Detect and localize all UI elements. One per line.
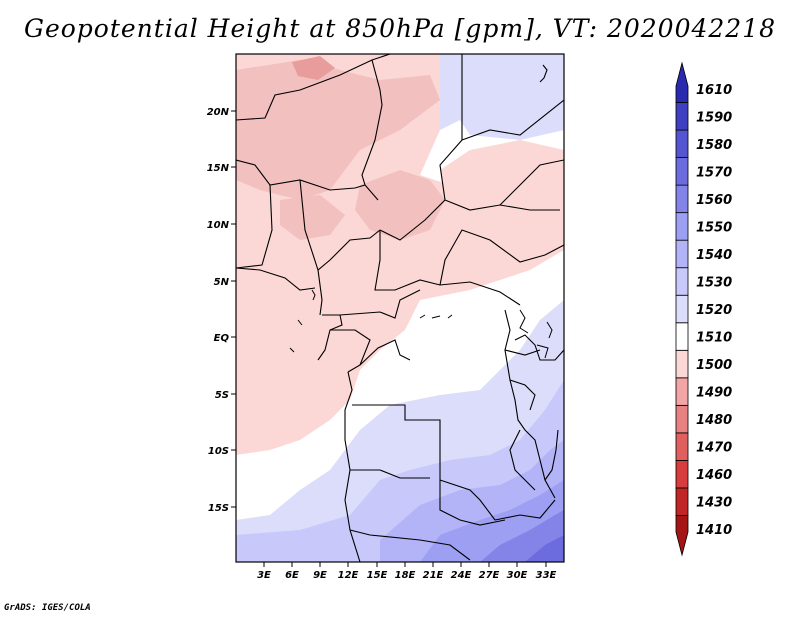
contour-1500-east [440, 140, 564, 260]
colorbar-label: 1520 [696, 303, 732, 318]
lat-axis: 20N 15N 10N 5N EQ 5S 10S 15S [207, 107, 236, 514]
lon-label: 27E [479, 570, 500, 581]
height-field [236, 54, 564, 562]
colorbar-label: 1590 [696, 110, 732, 125]
lat-label: 20N [207, 107, 230, 118]
borders [236, 54, 564, 562]
colorbar-swatch [675, 267, 689, 296]
colorbar-label: 1560 [696, 193, 732, 208]
colorbar-swatch [675, 487, 689, 516]
colorbar-swatch [675, 349, 689, 379]
colorbar-label: 1470 [696, 441, 732, 456]
lat-label: 15N [207, 163, 230, 174]
lon-label: 24E [451, 570, 472, 581]
lat-label: 5N [214, 277, 230, 288]
colorbar: 1410 1430 1460 1470 1480 1490 1500 1510 1520 1530… [675, 61, 732, 557]
colorbar-swatch [675, 377, 689, 406]
lat-label: EQ [214, 333, 230, 344]
colorbar-swatch [675, 460, 689, 489]
colorbar-label: 1550 [696, 220, 732, 235]
colorbar-swatch [675, 515, 689, 557]
colorbar-swatch [675, 322, 689, 351]
lat-label: 15S [208, 503, 229, 514]
contour-1570 [525, 535, 564, 562]
colorbar-label: 1490 [696, 386, 732, 401]
lon-label: 30E [507, 570, 528, 581]
lon-label: 6E [285, 570, 299, 581]
coastline-details [289, 289, 553, 359]
contour-1520-ne [440, 54, 564, 140]
colorbar-swatch [675, 432, 689, 461]
lat-label: 10S [208, 446, 229, 457]
colorbar-label: 1530 [696, 275, 732, 290]
lon-label: 3E [257, 570, 271, 581]
lat-label: 5S [215, 390, 229, 401]
colorbar-swatch [675, 157, 689, 186]
colorbar-swatch [675, 239, 689, 269]
colorbar-label: 1460 [696, 468, 732, 483]
lon-axis: 3E 6E 9E 12E 15E 18E 21E 24E 27E 30E 33E [257, 562, 557, 581]
contour-1490-a [236, 60, 440, 200]
lon-label: 9E [313, 570, 327, 581]
chart-title: Geopotential Height at 850hPa [gpm], VT:… [23, 14, 777, 43]
colorbar-label: 1430 [696, 496, 732, 511]
lon-label: 12E [338, 570, 359, 581]
colorbar-label: 1570 [696, 165, 732, 180]
colorbar-swatch [675, 102, 689, 131]
colorbar-label: 1510 [696, 331, 732, 346]
colorbar-swatch [675, 184, 689, 214]
colorbar-label: 1480 [696, 413, 732, 428]
grads-credit: GrADS: IGES/COLA [4, 603, 91, 613]
colorbar-label: 1610 [696, 83, 732, 98]
colorbar-label: 1500 [696, 358, 732, 373]
colorbar-label: 1410 [696, 523, 732, 538]
lon-label: 18E [395, 570, 416, 581]
lon-label: 21E [423, 570, 444, 581]
contour-1490-c [280, 195, 345, 240]
colorbar-swatch [675, 61, 689, 103]
map-frame [235, 53, 565, 563]
lon-label: 33E [536, 570, 557, 581]
colorbar-label: 1540 [696, 248, 732, 263]
colorbar-swatch [675, 212, 689, 241]
colorbar-swatch [675, 294, 689, 324]
colorbar-swatch [675, 404, 689, 434]
lon-label: 15E [367, 570, 388, 581]
colorbar-label: 1580 [696, 138, 732, 153]
contour-1480-a [292, 56, 335, 80]
colorbar-swatch [675, 129, 689, 158]
lat-label: 10N [207, 220, 230, 231]
